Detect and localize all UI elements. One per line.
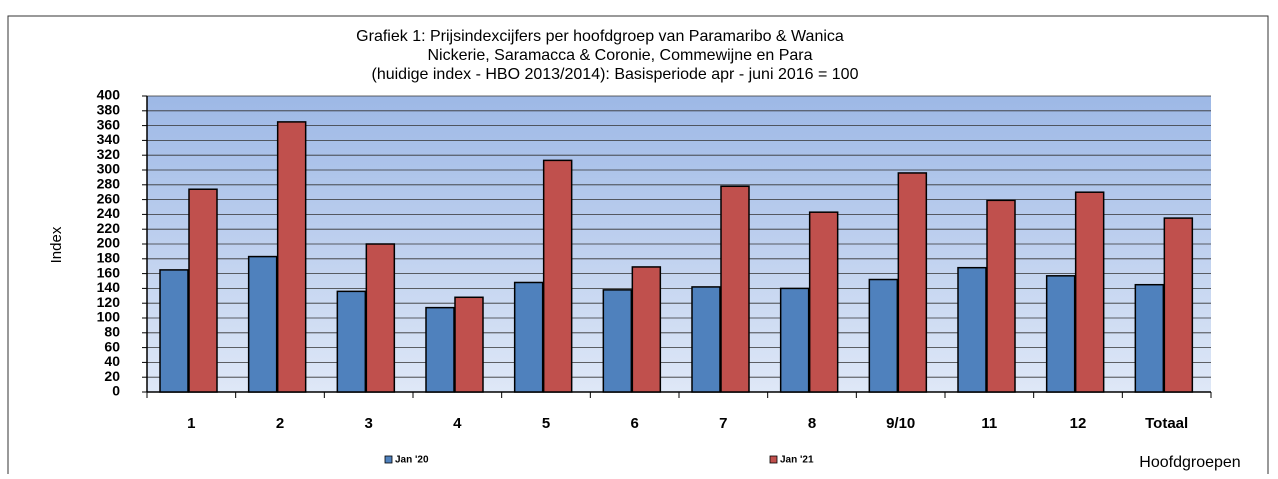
y-tick-label: 360 xyxy=(97,116,121,132)
y-tick-label: 220 xyxy=(97,220,121,236)
y-tick-label: 60 xyxy=(104,338,120,354)
y-tick-label: 140 xyxy=(97,279,121,295)
x-tick-label: 8 xyxy=(808,415,816,432)
y-tick-label: 340 xyxy=(97,131,121,147)
bar xyxy=(336,290,367,393)
legend-label: Jan '21 xyxy=(780,455,814,466)
y-tick-label: 380 xyxy=(97,102,121,118)
x-tick-label: 6 xyxy=(630,415,638,432)
bar xyxy=(276,121,307,393)
bar xyxy=(365,243,396,393)
chart-title: Grafiek 1: Prijsindexcijfers per hoofdgr… xyxy=(356,28,844,45)
y-tick-label: 280 xyxy=(97,176,121,192)
x-tick-label: 12 xyxy=(1070,415,1087,432)
bar xyxy=(602,289,633,393)
y-tick-label: 120 xyxy=(97,294,121,310)
x-tick-label: Totaal xyxy=(1145,415,1188,432)
y-tick-label: 40 xyxy=(104,353,120,369)
legend-label: Jan '20 xyxy=(395,455,429,466)
bar xyxy=(897,172,928,393)
bar xyxy=(957,266,987,393)
x-tick-label: 5 xyxy=(542,415,550,432)
bar xyxy=(720,185,750,393)
bar xyxy=(631,266,662,393)
bar xyxy=(159,269,189,393)
x-tick-label: 7 xyxy=(719,415,727,432)
legend-swatch xyxy=(769,455,778,464)
bar xyxy=(808,211,839,393)
y-tick-label: 180 xyxy=(97,250,121,266)
y-tick-label: 0 xyxy=(112,383,120,399)
bar xyxy=(425,306,455,393)
y-tick-label: 160 xyxy=(97,264,121,280)
x-tick-label: 4 xyxy=(453,415,462,432)
bar xyxy=(1134,283,1165,393)
y-tick-label: 320 xyxy=(97,146,121,162)
legend-swatch xyxy=(384,455,393,464)
x-tick-label: 1 xyxy=(187,415,195,432)
y-tick-label: 260 xyxy=(97,190,121,206)
x-tick-label: 9/10 xyxy=(886,415,915,432)
bar xyxy=(779,287,810,393)
x-tick-label: 3 xyxy=(364,415,372,432)
x-axis-label: Hoofdgroepen xyxy=(1139,454,1240,471)
y-tick-label: 20 xyxy=(104,368,120,384)
y-tick-label: 300 xyxy=(97,161,121,177)
chart-title: Nickerie, Saramacca & Coronie, Commewijn… xyxy=(427,47,812,64)
x-tick-label: 2 xyxy=(276,415,284,432)
y-axis-label: Index xyxy=(48,226,65,263)
bar xyxy=(868,278,899,393)
bar xyxy=(691,286,721,393)
bar xyxy=(513,281,544,393)
y-tick-label: 100 xyxy=(97,309,121,325)
chart-title: (huidige index - HBO 2013/2014): Basispe… xyxy=(372,66,859,83)
bar xyxy=(1074,191,1105,393)
bar xyxy=(247,255,278,393)
bar xyxy=(188,188,218,393)
bar xyxy=(986,199,1016,393)
y-tick-label: 80 xyxy=(104,324,120,340)
bar xyxy=(454,296,484,393)
bar xyxy=(1045,275,1076,393)
y-tick-label: 400 xyxy=(97,87,121,103)
y-tick-label: 200 xyxy=(97,235,121,251)
y-tick-label: 240 xyxy=(97,205,121,221)
bar xyxy=(542,159,573,393)
bar xyxy=(1163,217,1194,393)
x-tick-label: 11 xyxy=(981,415,997,432)
